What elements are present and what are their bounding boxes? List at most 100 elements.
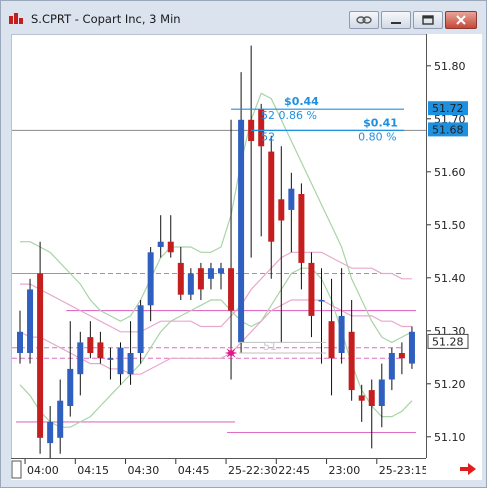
title-bar[interactable]: S.CPRT - Copart Inc, 3 Min [2, 2, 485, 32]
candle-26 [278, 146, 285, 343]
candle-body-39 [408, 331, 415, 364]
candle-body-33 [348, 331, 355, 391]
candle-16 [177, 247, 184, 300]
candle-11 [127, 321, 134, 385]
candle-body-28 [298, 194, 305, 263]
candle-21 [228, 119, 235, 380]
candle-19 [207, 262, 214, 290]
candle-31 [328, 278, 335, 396]
candle-27 [288, 172, 295, 253]
price-tag-label-0: 51.72 [432, 102, 464, 115]
candle-37 [388, 347, 395, 391]
annotation-amount-0: $0.44 [284, 95, 319, 108]
candle-body-15 [167, 241, 174, 253]
candle-body-7 [87, 337, 94, 353]
candle-body-10 [117, 347, 124, 375]
minimize-button[interactable] [381, 11, 411, 29]
window-title: S.CPRT - Copart Inc, 3 Min [31, 12, 181, 26]
price-tag-label-2: 51.28 [432, 335, 464, 348]
scroll-right-arrow-icon[interactable] [426, 458, 482, 480]
candle-34 [358, 384, 365, 422]
chart-app-icon [9, 13, 23, 24]
candle-body-21 [228, 268, 235, 311]
candle-22 [238, 72, 245, 353]
candle-18 [197, 262, 204, 300]
candle-body-5 [67, 368, 74, 406]
x-tick-label-0: 04:00 [27, 464, 59, 477]
plot-area[interactable]: 51 $0.44 52 0.86 % $0.41 52 0.80 % [11, 34, 427, 459]
annotation-detail-1: 52 [261, 130, 275, 143]
y-tick-label-0: 51.80 [434, 60, 466, 73]
candle-24 [258, 103, 265, 237]
candle-28 [298, 183, 305, 290]
x-tick-label-1: 04:15 [77, 464, 109, 477]
candle-14 [157, 215, 164, 258]
candle-body-1 [27, 289, 34, 353]
candle-9 [107, 347, 114, 380]
envelope-upper-line [20, 251, 412, 333]
annotation-detail-0: 52 0.86 % [261, 109, 317, 122]
candle-body-8 [97, 342, 104, 359]
candle-30 [318, 268, 325, 364]
marker-label: 51 [263, 340, 277, 353]
candle-body-37 [388, 353, 395, 380]
candle-32 [338, 268, 345, 364]
candle-13 [147, 247, 154, 322]
candle-35 [368, 379, 375, 449]
candle-2 [37, 241, 44, 454]
candle-29 [308, 252, 315, 338]
candle-20 [218, 262, 224, 290]
y-tick-label-2: 51.60 [434, 166, 466, 179]
price-tag-box-2 [427, 333, 469, 349]
annotation-percent-1: 0.80 % [358, 130, 396, 143]
candle-body-36 [378, 379, 385, 406]
candle-body-32 [338, 315, 345, 353]
x-tick-label-4: 25-22:30 [228, 464, 278, 477]
price-tag-box-1 [428, 122, 468, 137]
close-icon [456, 15, 466, 25]
time-axis[interactable]: 04:00 04:15 04:30 04:45 25-22:30 22:45 23:00 25… [11, 458, 428, 480]
candle-36 [378, 363, 385, 428]
candle-4 [57, 379, 64, 454]
candle-body-17 [187, 273, 194, 295]
candle-body-38 [398, 353, 405, 359]
candle-body-18 [197, 268, 204, 290]
candle-body-4 [57, 400, 64, 438]
candle-body-16 [177, 262, 184, 295]
candle-23 [248, 45, 255, 258]
candle-body-13 [147, 252, 154, 306]
y-tick-label-3: 51.50 [434, 219, 466, 232]
candle-body-27 [288, 188, 295, 210]
candle-body-0 [17, 331, 23, 353]
candle-15 [167, 215, 174, 258]
x-tick-label-3: 04:45 [178, 464, 210, 477]
link-button[interactable] [349, 11, 379, 29]
price-tag-label-1: 51.68 [432, 123, 464, 136]
candle-body-14 [157, 241, 164, 247]
candle-38 [398, 342, 405, 375]
close-button[interactable] [445, 11, 477, 29]
candle-5 [67, 321, 74, 417]
y-tick-label-4: 51.40 [434, 272, 466, 285]
time-scroll-handle [11, 460, 22, 479]
candle-body-20 [218, 268, 224, 274]
candle-body-31 [328, 321, 335, 359]
maximize-button[interactable] [413, 11, 443, 29]
candle-body-19 [207, 268, 214, 279]
envelope-lower-line [19, 299, 412, 375]
candle-body-25 [268, 151, 275, 242]
x-tick-label-2: 04:30 [128, 464, 160, 477]
price-axis[interactable]: 51.80 51.70 51.60 51.50 51.40 51.30 51.20 51.10… [426, 34, 482, 458]
x-tick-label-6: 23:00 [329, 464, 361, 477]
price-tag-box-0 [428, 101, 468, 116]
y-tick-label-7: 51.10 [434, 431, 466, 444]
candle-33 [348, 300, 355, 401]
link-icon [356, 16, 372, 24]
candle-body-9 [107, 358, 114, 360]
candle-body-26 [278, 199, 285, 221]
candle-body-35 [368, 390, 375, 406]
candle-1 [27, 278, 34, 364]
candle-body-22 [238, 119, 245, 343]
